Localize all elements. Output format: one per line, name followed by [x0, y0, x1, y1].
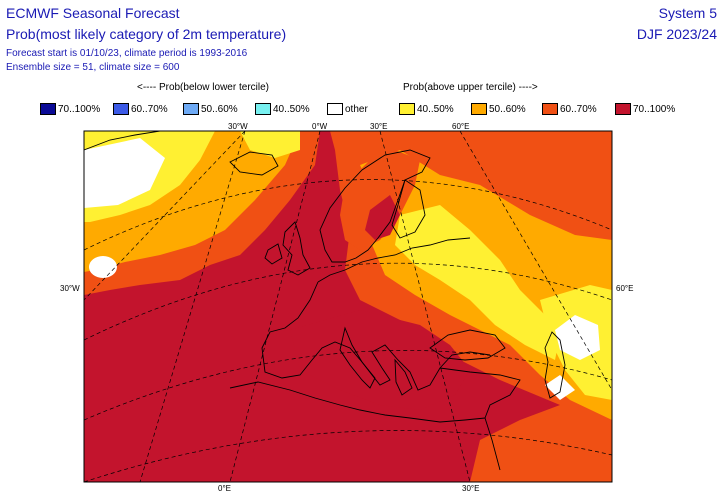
legend-item: 70..100%: [615, 103, 675, 115]
system-label: System 5: [658, 5, 717, 21]
coast-scandinavia: [319, 149, 431, 263]
forecast-info-line: Forecast start is 01/10/23, climate peri…: [6, 48, 248, 59]
coast-britain: [282, 221, 311, 276]
coast-iceland: [229, 151, 279, 176]
meridian-line: [229, 131, 321, 482]
legend-swatch: [40, 103, 56, 115]
coast-north-africa: [229, 381, 486, 423]
lon-label-top: 0°W: [312, 122, 328, 131]
legend-item: 60..70%: [542, 103, 597, 115]
season-label: DJF 2023/24: [636, 26, 717, 42]
field-40-50-east: [395, 205, 560, 360]
lon-label-top: 60°E: [452, 122, 469, 131]
legend-label: 60..70%: [131, 103, 168, 115]
legend-label: other: [345, 103, 368, 115]
field-70-100-med: [290, 310, 470, 410]
lon-label-bottom: 0°E: [218, 484, 231, 493]
meridian-line: [379, 131, 471, 482]
legend-item: 70..100%: [40, 103, 100, 115]
field-70-100-scandinavia: [365, 195, 400, 240]
coast-black-sea: [429, 329, 506, 361]
field-other-spot: [89, 256, 117, 278]
legend-label: 50..60%: [489, 103, 526, 115]
coast-caspian: [544, 331, 566, 399]
legend-swatch: [183, 103, 199, 115]
legend-item: 40..50%: [399, 103, 454, 115]
legend-item: 50..60%: [471, 103, 526, 115]
legend-item: 60..70%: [113, 103, 168, 115]
coast-finland: [391, 179, 426, 239]
legend-swatch: [255, 103, 271, 115]
ensemble-info-line: Ensemble size = 51, climate size = 600: [6, 62, 180, 73]
lon-label-top: 30°W: [228, 122, 248, 131]
legend-swatch: [113, 103, 129, 115]
map-title: ECMWF Seasonal Forecast: [6, 5, 180, 21]
legend-below-header: <---- Prob(below lower tercile): [137, 82, 269, 93]
field-60-70-scandinavia: [340, 150, 420, 250]
graticule: [84, 131, 612, 482]
parallel-line: [84, 262, 612, 341]
map-frame: [83, 130, 613, 483]
lon-label-right: 60°E: [616, 284, 633, 293]
lon-label-top: 30°E: [370, 122, 387, 131]
map-subtitle: Prob(most likely category of 2m temperat…: [6, 26, 287, 42]
legend-swatch: [615, 103, 631, 115]
legend-swatch: [399, 103, 415, 115]
lon-label-left: 30°W: [60, 284, 80, 293]
probability-field: [84, 131, 612, 482]
legend-swatch: [327, 103, 343, 115]
legend-label: 60..70%: [560, 103, 597, 115]
legend-swatch: [471, 103, 487, 115]
legend-item: other: [327, 103, 368, 115]
field-other-spot-2: [545, 375, 575, 400]
parallel-line: [84, 350, 612, 421]
field-other-east: [555, 315, 600, 360]
legend-label: 50..60%: [201, 103, 238, 115]
coast-greece: [394, 358, 413, 396]
legend-label: 70..100%: [633, 103, 676, 115]
coast-greenland: [84, 131, 161, 151]
field-40-50-northsea: [240, 131, 300, 158]
coast-italy: [339, 326, 376, 389]
legend-label: 70..100%: [58, 103, 101, 115]
legend-above-header: Prob(above upper tercile) ---->: [403, 82, 538, 93]
legend-swatch: [542, 103, 558, 115]
parallel-line: [84, 179, 612, 251]
coastlines: [84, 131, 566, 471]
meridian-line: [459, 131, 612, 391]
meridian-line: [84, 131, 246, 301]
legend-label: 40..50%: [417, 103, 454, 115]
legend-label: 40..50%: [273, 103, 310, 115]
coast-ireland: [264, 243, 283, 265]
legend-item: 40..50%: [255, 103, 310, 115]
coast-turkey: [439, 367, 521, 471]
lon-label-bottom: 30°E: [462, 484, 479, 493]
legend-item: 50..60%: [183, 103, 238, 115]
field-other-west: [84, 138, 165, 208]
meridian-line: [139, 131, 246, 482]
